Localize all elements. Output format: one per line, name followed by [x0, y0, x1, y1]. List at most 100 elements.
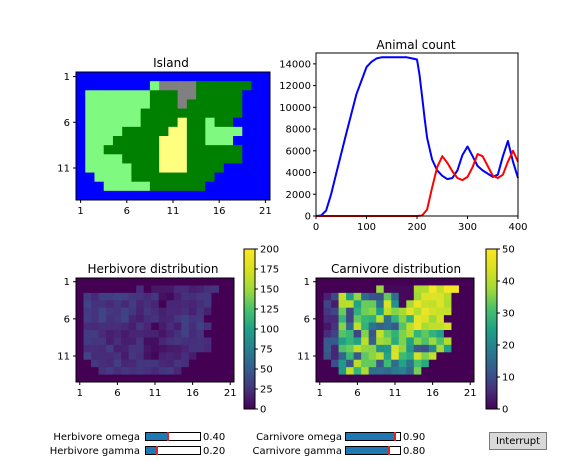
density-cell	[413, 315, 422, 323]
colorbar-tick-label: 75	[260, 345, 273, 356]
density-cell	[398, 374, 407, 383]
map-cell	[205, 81, 215, 91]
map-cell	[131, 172, 142, 183]
y-tick-label: 6000	[286, 146, 311, 157]
map-cell	[131, 99, 142, 109]
density-cell	[421, 352, 430, 361]
slider-track[interactable]	[345, 446, 401, 455]
density-cell	[211, 307, 220, 316]
density-cell	[166, 330, 175, 338]
map-cell	[233, 190, 243, 201]
density-cell	[158, 367, 167, 375]
map-cell	[214, 154, 225, 164]
density-cell	[376, 344, 385, 353]
slider-track[interactable]	[145, 432, 201, 441]
map-cell	[242, 154, 252, 164]
interrupt-button[interactable]: Interrupt	[489, 432, 547, 450]
density-cell	[361, 337, 370, 346]
map-cell	[159, 190, 169, 201]
density-cell	[188, 367, 197, 375]
density-cell	[91, 367, 99, 375]
density-cell	[196, 315, 205, 323]
map-cell	[233, 172, 243, 183]
density-cell	[166, 315, 175, 323]
density-cell	[361, 344, 370, 353]
density-cell	[443, 359, 452, 368]
density-cell	[203, 292, 212, 301]
map-cell	[159, 81, 169, 91]
map-cell	[251, 145, 262, 155]
density-cell	[128, 344, 137, 353]
slider-track[interactable]	[345, 432, 401, 441]
map-cell	[260, 190, 271, 201]
map-cell	[223, 163, 234, 173]
density-cell	[323, 300, 332, 309]
density-cell	[83, 352, 92, 361]
density-cell	[173, 322, 182, 331]
map-cell	[103, 172, 114, 183]
map-cell	[214, 190, 225, 201]
map-cell	[186, 81, 197, 91]
map-cell	[140, 163, 151, 173]
density-cell	[136, 278, 145, 286]
density-cell	[361, 315, 370, 323]
density-cell	[443, 322, 452, 331]
map-cell	[242, 99, 252, 109]
map-cell	[186, 72, 197, 82]
density-cell	[173, 374, 182, 383]
map-cell	[140, 126, 151, 137]
map-cell	[122, 126, 132, 137]
density-cell	[211, 278, 220, 286]
slider-handle[interactable]	[155, 446, 158, 455]
map-cell	[112, 163, 123, 173]
herbivore-count-line	[315, 56, 519, 217]
density-cell	[368, 367, 377, 375]
density-cell	[323, 352, 332, 361]
map-cell	[214, 126, 225, 137]
map-cell	[223, 136, 234, 146]
density-cell	[136, 352, 145, 361]
density-cell	[391, 315, 400, 323]
map-cell	[223, 81, 234, 91]
density-cell	[466, 292, 475, 301]
density-cell	[218, 300, 227, 309]
density-cell	[323, 285, 332, 294]
slider-handle[interactable]	[166, 432, 169, 441]
density-cell	[113, 292, 122, 301]
map-cell	[122, 145, 132, 155]
density-cell	[113, 300, 122, 309]
density-cell	[196, 278, 205, 286]
density-cell	[98, 374, 107, 383]
density-cell	[346, 359, 355, 368]
density-cell	[91, 330, 99, 338]
herbivore-colorbar: 0 25 50 75 100 125 150 175 200	[243, 245, 279, 416]
density-cell	[368, 292, 377, 301]
density-cell	[406, 337, 415, 346]
map-cell	[251, 136, 262, 146]
map-cell	[214, 172, 225, 183]
slider-handle[interactable]	[393, 432, 396, 441]
density-cell	[188, 322, 197, 331]
map-cell	[168, 117, 179, 128]
density-cell	[151, 278, 160, 286]
density-cell	[338, 352, 347, 361]
slider-track[interactable]	[145, 446, 201, 455]
density-cell	[316, 307, 324, 316]
density-cell	[406, 352, 415, 361]
carnivore-count-line	[316, 149, 519, 217]
map-cell	[233, 90, 243, 100]
density-cell	[346, 278, 355, 286]
density-cell	[466, 300, 475, 309]
map-cell	[76, 108, 86, 119]
density-cell	[353, 374, 362, 383]
density-cell	[458, 292, 467, 301]
density-cell	[368, 374, 377, 383]
slider-handle[interactable]	[388, 446, 391, 455]
density-cell	[406, 344, 415, 353]
map-cell	[94, 136, 105, 146]
density-cell	[361, 330, 370, 338]
density-cell	[83, 337, 92, 346]
map-cell	[85, 181, 95, 192]
density-cell	[458, 374, 467, 383]
